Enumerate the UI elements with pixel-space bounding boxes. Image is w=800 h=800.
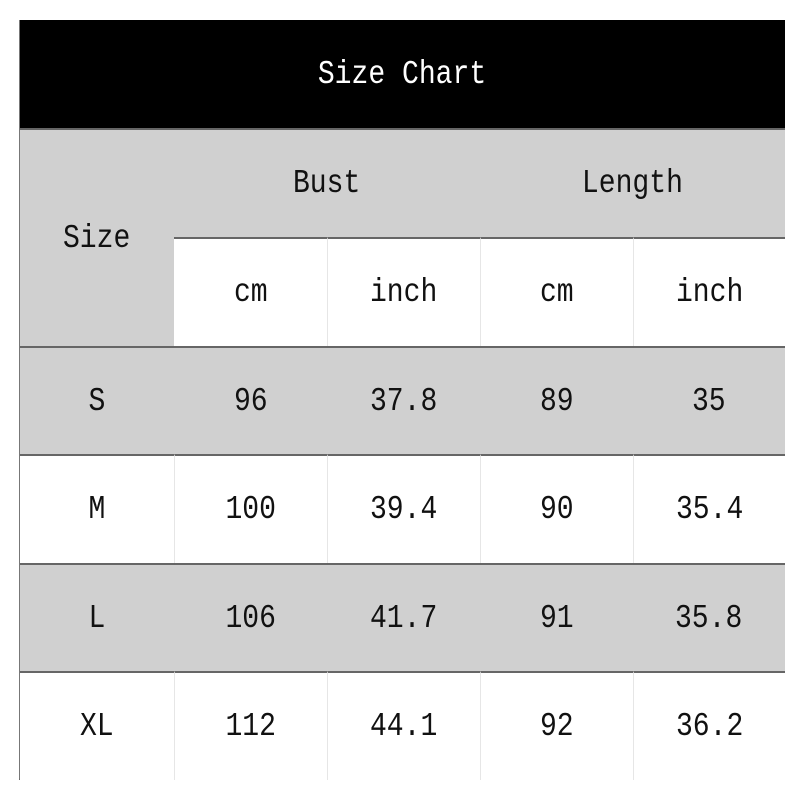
cell-value: 39.4 <box>370 491 438 528</box>
size-label: XL <box>80 708 114 745</box>
table-cell: 37.8 <box>327 346 480 454</box>
cell-value: 112 <box>225 708 277 745</box>
table-cell: 39.4 <box>327 454 480 563</box>
unit-text: cm <box>233 274 268 311</box>
chart-title-text: Size Chart <box>318 55 487 93</box>
cell-value: 90 <box>540 491 574 528</box>
size-label: S <box>88 382 106 420</box>
table-cell: 106 <box>174 563 327 671</box>
table-row-size: M <box>20 454 174 563</box>
bust-header-text: Bust <box>293 165 361 202</box>
cell-value: 106 <box>225 599 276 637</box>
cell-value: 35 <box>692 382 726 420</box>
table-cell: 92 <box>480 671 633 780</box>
unit-header: inch <box>633 237 785 346</box>
cell-value: 36.2 <box>675 708 744 745</box>
unit-text: cm <box>540 274 574 311</box>
cell-value: 89 <box>539 382 574 420</box>
table-cell: 90 <box>480 454 633 563</box>
table-cell: 100 <box>174 454 327 563</box>
cell-value: 91 <box>539 599 574 637</box>
size-label: L <box>88 599 106 637</box>
table-cell: 112 <box>174 671 327 780</box>
cell-value: 37.8 <box>369 382 438 420</box>
cell-value: 35.8 <box>675 599 743 637</box>
table-cell: 35.8 <box>633 563 785 671</box>
table-cell: 44.1 <box>327 671 480 780</box>
unit-header: cm <box>174 237 327 346</box>
table-cell: 41.7 <box>327 563 480 671</box>
table-cell: 35 <box>633 346 785 454</box>
cell-value: 35.4 <box>675 491 744 528</box>
unit-header: inch <box>327 237 480 346</box>
size-chart-table: Size Chart Size Bust Length cm inch cm i… <box>19 20 785 780</box>
size-header-text: Size <box>63 219 131 257</box>
cell-value: 44.1 <box>370 708 438 745</box>
size-label: M <box>88 491 106 528</box>
table-cell: 35.4 <box>633 454 785 563</box>
table-cell: 96 <box>174 346 327 454</box>
length-header-text: Length <box>581 165 683 202</box>
length-header: Length <box>480 128 785 237</box>
cell-value: 92 <box>540 708 574 745</box>
table-cell: 89 <box>480 346 633 454</box>
unit-text: inch <box>675 274 744 311</box>
cell-value: 96 <box>233 382 268 420</box>
unit-header: cm <box>480 237 633 346</box>
table-cell: 91 <box>480 563 633 671</box>
table-row-size: XL <box>20 671 174 780</box>
cell-value: 41.7 <box>369 599 438 637</box>
bust-header: Bust <box>174 128 480 237</box>
chart-title: Size Chart <box>20 20 785 128</box>
size-header: Size <box>20 128 174 346</box>
table-row-size: S <box>20 346 174 454</box>
cell-value: 100 <box>225 491 277 528</box>
table-cell: 36.2 <box>633 671 785 780</box>
unit-text: inch <box>370 274 438 311</box>
table-row-size: L <box>20 563 174 671</box>
